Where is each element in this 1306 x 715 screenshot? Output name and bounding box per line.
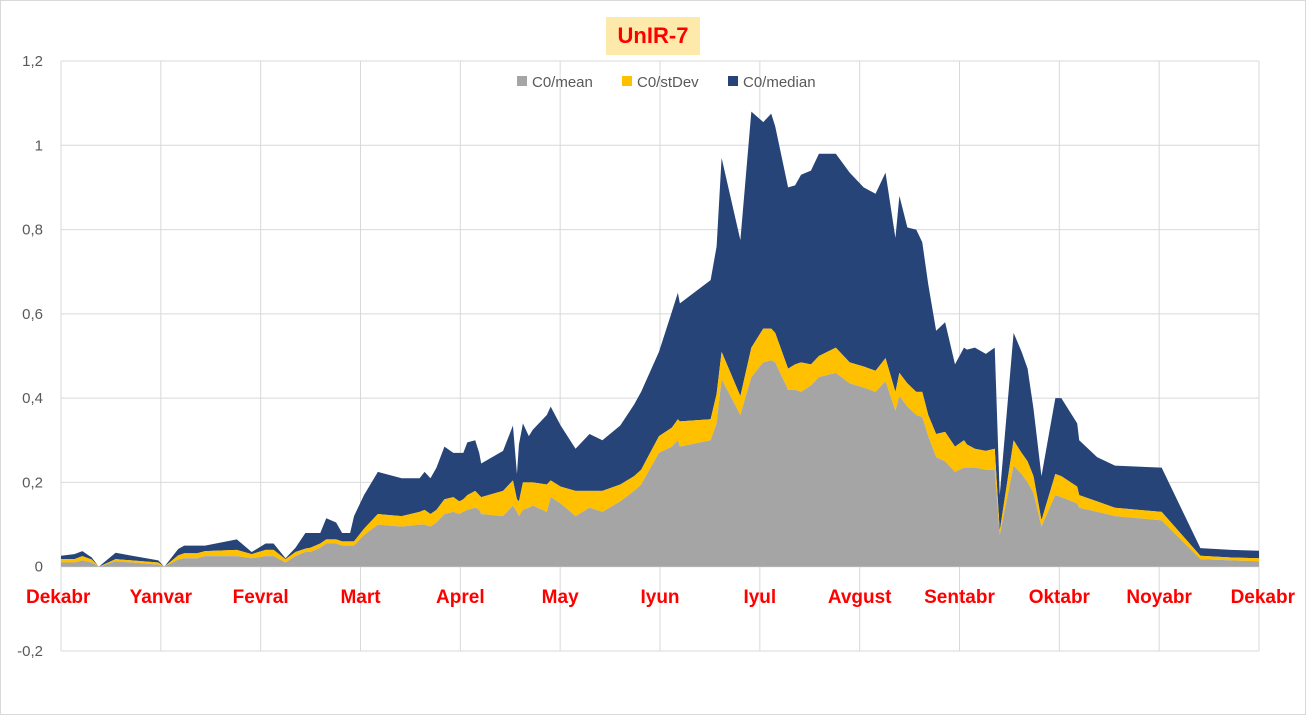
y-tick-label: 1 bbox=[35, 137, 43, 154]
month-label: Iyun bbox=[640, 587, 679, 608]
month-label: Avgust bbox=[828, 587, 892, 608]
y-tick-label: 0 bbox=[35, 559, 43, 576]
month-label: Iyul bbox=[743, 587, 776, 608]
legend-label: C0/median bbox=[743, 74, 816, 91]
y-axis-tick-labels: -0,2 0 0,2 0,4 0,6 0,8 1 1,2 bbox=[17, 53, 43, 660]
legend-swatch bbox=[622, 76, 632, 86]
legend-swatch bbox=[728, 76, 738, 86]
series-area-stdev bbox=[61, 328, 1259, 567]
month-label: Fevral bbox=[233, 587, 289, 608]
legend-label: C0/mean bbox=[532, 74, 593, 91]
month-label: Oktabr bbox=[1029, 587, 1091, 608]
legend: C0/mean C0/stDev C0/median bbox=[517, 74, 816, 91]
month-label: Yanvar bbox=[130, 587, 193, 608]
y-tick-label: 0,6 bbox=[22, 306, 43, 323]
legend-label: C0/stDev bbox=[637, 74, 699, 91]
y-tick-label: -0,2 bbox=[17, 643, 43, 660]
month-label: Sentabr bbox=[924, 587, 995, 608]
y-tick-label: 1,2 bbox=[22, 53, 43, 70]
chart-title: UnIR-7 bbox=[617, 23, 689, 48]
chart-title-box: UnIR-7 bbox=[606, 17, 700, 55]
legend-swatch bbox=[517, 76, 527, 86]
stacked-areas bbox=[61, 111, 1259, 567]
y-tick-label: 0,2 bbox=[22, 474, 43, 491]
month-label: Aprel bbox=[436, 587, 485, 608]
month-label: May bbox=[542, 587, 579, 608]
month-label: Mart bbox=[340, 587, 381, 608]
month-label: Noyabr bbox=[1126, 587, 1192, 608]
series-area-mean bbox=[61, 360, 1259, 567]
month-labels: Dekabr Yanvar Fevral Mart Aprel May Iyun Iyul Av… bbox=[26, 587, 1296, 608]
y-tick-label: 0,4 bbox=[22, 390, 43, 407]
month-label: Dekabr bbox=[26, 587, 91, 608]
y-tick-label: 0,8 bbox=[22, 222, 43, 239]
month-label: Dekabr bbox=[1231, 587, 1296, 608]
